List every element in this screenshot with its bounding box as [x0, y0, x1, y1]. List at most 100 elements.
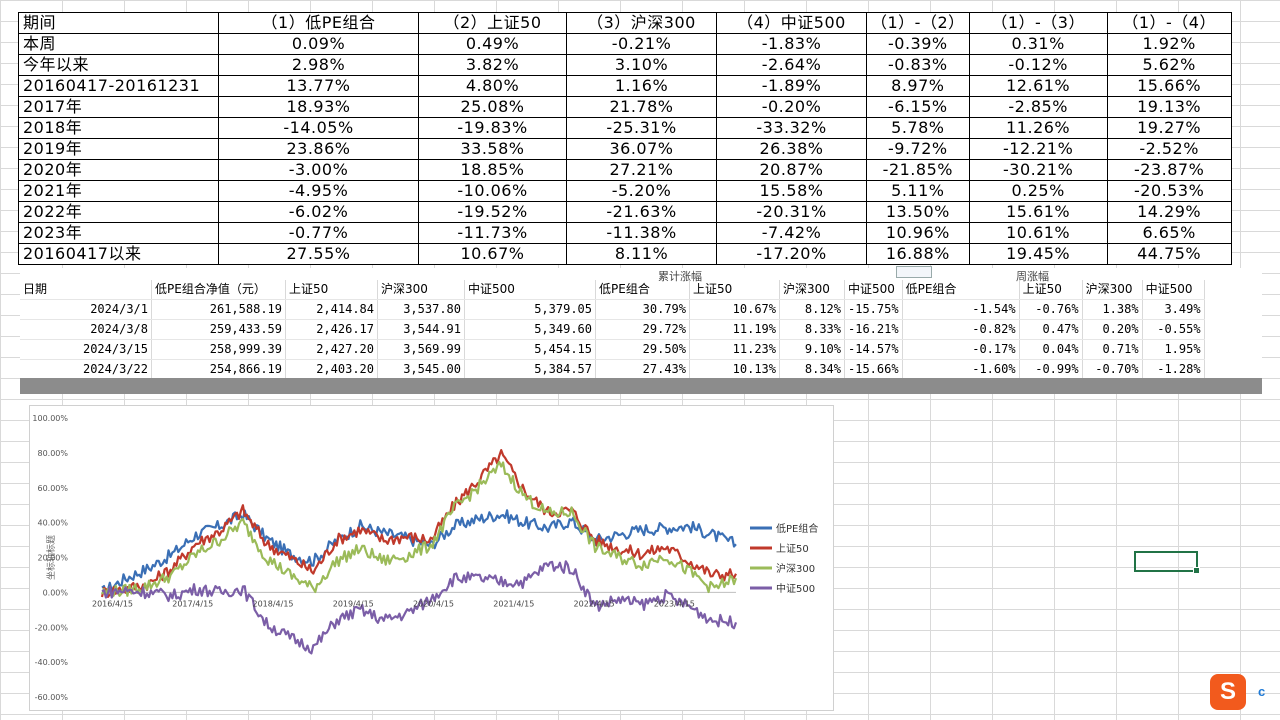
summary-cell[interactable]: 14.29% [1106, 201, 1232, 223]
weekly-header-cell[interactable]: 上证50 [1019, 280, 1083, 300]
weekly-header-cell[interactable]: 中证500 [464, 280, 596, 300]
weekly-cell[interactable]: 0.71% [1082, 339, 1143, 360]
summary-cell[interactable]: -5.20% [566, 180, 717, 202]
summary-cell[interactable]: -10.06% [418, 180, 567, 202]
summary-cell[interactable]: -0.77% [218, 222, 419, 244]
summary-cell[interactable]: 1.92% [1106, 33, 1232, 55]
summary-header-cell[interactable]: （4）中证500 [716, 12, 867, 34]
ime-status-icon[interactable]: c [1258, 684, 1266, 699]
weekly-cell[interactable]: 10.67% [689, 299, 780, 320]
filter-button[interactable] [896, 266, 932, 278]
weekly-cell[interactable]: 3.49% [1142, 299, 1205, 320]
summary-header-cell[interactable]: （1）-（3） [968, 12, 1108, 34]
summary-cell[interactable]: 2020年 [18, 159, 219, 181]
weekly-cell[interactable]: 2024/3/15 [20, 339, 152, 360]
summary-cell[interactable]: 20160417以来 [18, 243, 219, 265]
summary-cell[interactable]: 今年以来 [18, 54, 219, 76]
summary-cell[interactable]: 2022年 [18, 201, 219, 223]
weekly-cell[interactable]: -1.60% [902, 359, 1020, 378]
weekly-cell[interactable]: -15.75% [844, 299, 903, 320]
weekly-cell[interactable]: 2,403.20 [285, 359, 378, 378]
summary-cell[interactable]: -2.52% [1106, 138, 1232, 160]
summary-cell[interactable]: -6.15% [866, 96, 970, 118]
summary-cell[interactable]: 2023年 [18, 222, 219, 244]
summary-cell[interactable]: -0.20% [716, 96, 867, 118]
summary-cell[interactable]: 15.66% [1106, 75, 1232, 97]
summary-cell[interactable]: 21.78% [566, 96, 717, 118]
weekly-cell[interactable]: 5,454.15 [464, 339, 596, 360]
summary-cell[interactable]: -6.02% [218, 201, 419, 223]
summary-cell[interactable]: 2017年 [18, 96, 219, 118]
summary-cell[interactable]: 5.78% [866, 117, 970, 139]
summary-cell[interactable]: 10.67% [418, 243, 567, 265]
summary-cell[interactable]: 27.21% [566, 159, 717, 181]
weekly-cell[interactable]: 3,545.00 [377, 359, 465, 378]
weekly-cell[interactable]: 2,427.20 [285, 339, 378, 360]
summary-cell[interactable]: 19.13% [1106, 96, 1232, 118]
summary-cell[interactable]: 15.58% [716, 180, 867, 202]
weekly-header-cell[interactable]: 沪深300 [377, 280, 465, 300]
summary-cell[interactable]: -0.21% [566, 33, 717, 55]
weekly-cell[interactable]: 2,426.17 [285, 319, 378, 340]
summary-cell[interactable]: -0.83% [866, 54, 970, 76]
summary-cell[interactable]: 26.38% [716, 138, 867, 160]
summary-cell[interactable]: 3.82% [418, 54, 567, 76]
weekly-header-cell[interactable]: 上证50 [285, 280, 378, 300]
summary-header-cell[interactable]: 期间 [18, 12, 219, 34]
summary-cell[interactable]: -17.20% [716, 243, 867, 265]
summary-cell[interactable]: 27.55% [218, 243, 419, 265]
summary-cell[interactable]: 25.08% [418, 96, 567, 118]
weekly-cell[interactable]: -0.76% [1019, 299, 1083, 320]
summary-header-cell[interactable]: （2）上证50 [418, 12, 567, 34]
summary-cell[interactable]: 13.77% [218, 75, 419, 97]
summary-cell[interactable]: -21.85% [866, 159, 970, 181]
weekly-cell[interactable]: 29.72% [595, 319, 690, 340]
weekly-header-cell[interactable]: 低PE组合净值（元） [151, 280, 286, 300]
weekly-cell[interactable]: -0.82% [902, 319, 1020, 340]
summary-cell[interactable]: 1.16% [566, 75, 717, 97]
summary-cell[interactable]: 36.07% [566, 138, 717, 160]
weekly-cell[interactable]: -16.21% [844, 319, 903, 340]
fill-handle[interactable] [1193, 567, 1200, 574]
weekly-cell[interactable]: 27.43% [595, 359, 690, 378]
summary-cell[interactable]: -1.83% [716, 33, 867, 55]
weekly-header-cell[interactable]: 日期 [20, 280, 152, 300]
sogou-ime-icon[interactable]: S [1210, 674, 1246, 710]
summary-cell[interactable]: 5.62% [1106, 54, 1232, 76]
weekly-cell[interactable]: -0.17% [902, 339, 1020, 360]
weekly-header-cell[interactable]: 低PE组合 [902, 280, 1020, 300]
summary-cell[interactable]: 2.98% [218, 54, 419, 76]
weekly-cell[interactable]: -1.54% [902, 299, 1020, 320]
summary-cell[interactable]: -30.21% [968, 159, 1108, 181]
summary-cell[interactable]: -12.21% [968, 138, 1108, 160]
weekly-cell[interactable]: -15.66% [844, 359, 903, 378]
weekly-cell[interactable]: -14.57% [844, 339, 903, 360]
weekly-cell[interactable]: 10.13% [689, 359, 780, 378]
summary-cell[interactable]: -25.31% [566, 117, 717, 139]
weekly-cell[interactable]: 3,544.91 [377, 319, 465, 340]
summary-cell[interactable]: 0.31% [968, 33, 1108, 55]
line-chart[interactable]: 100.00% 80.00% 60.00% 40.00% 20.00% 0.00% -20.… [29, 405, 834, 711]
weekly-cell[interactable]: 5,349.60 [464, 319, 596, 340]
summary-cell[interactable]: -19.83% [418, 117, 567, 139]
summary-cell[interactable]: 19.45% [968, 243, 1108, 265]
summary-cell[interactable]: 12.61% [968, 75, 1108, 97]
summary-cell[interactable]: -11.73% [418, 222, 567, 244]
weekly-cell[interactable]: -0.55% [1142, 319, 1205, 340]
summary-cell[interactable]: -1.89% [716, 75, 867, 97]
weekly-cell[interactable]: 8.12% [779, 299, 845, 320]
weekly-cell[interactable]: 8.33% [779, 319, 845, 340]
weekly-cell[interactable]: 259,433.59 [151, 319, 286, 340]
summary-cell[interactable]: -11.38% [566, 222, 717, 244]
summary-cell[interactable]: 8.97% [866, 75, 970, 97]
summary-cell[interactable]: 6.65% [1106, 222, 1232, 244]
weekly-header-cell[interactable]: 上证50 [689, 280, 780, 300]
summary-cell[interactable]: 2019年 [18, 138, 219, 160]
weekly-header-cell[interactable]: 沪深300 [779, 280, 845, 300]
summary-cell[interactable]: -7.42% [716, 222, 867, 244]
weekly-cell[interactable]: 9.10% [779, 339, 845, 360]
summary-cell[interactable]: -19.52% [418, 201, 567, 223]
weekly-cell[interactable]: 2024/3/22 [20, 359, 152, 378]
summary-cell[interactable]: 5.11% [866, 180, 970, 202]
weekly-cell[interactable]: 261,588.19 [151, 299, 286, 320]
